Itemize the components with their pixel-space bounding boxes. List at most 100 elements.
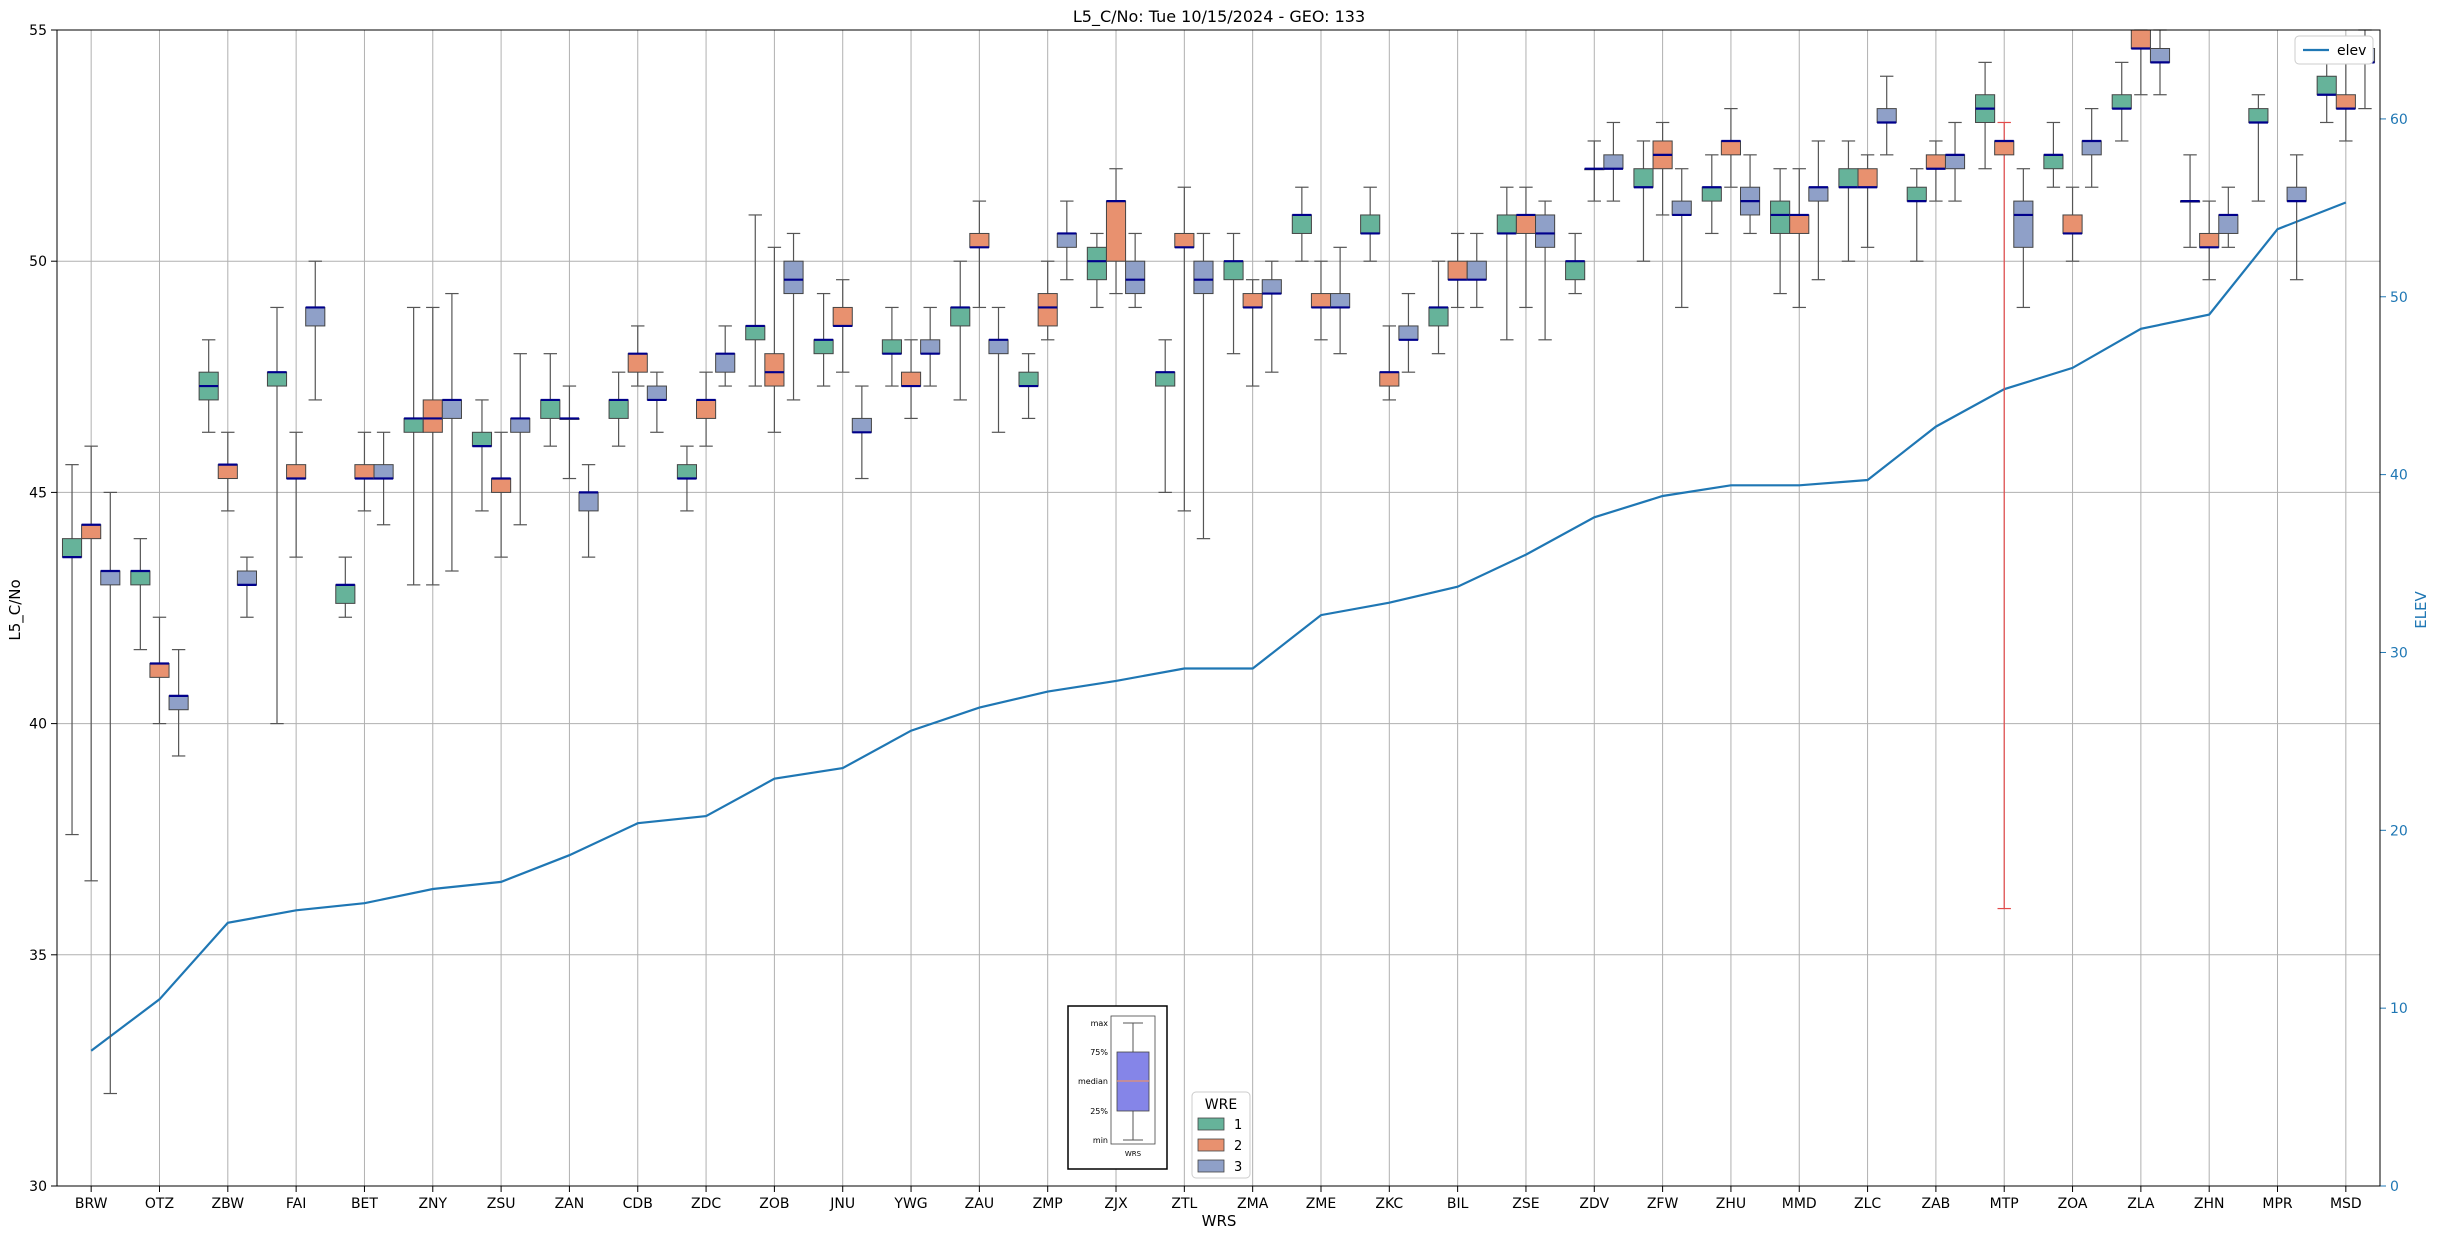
box-body (1701, 186, 1722, 202)
box-mmd-wre1 (1770, 168, 1791, 295)
box-body (1428, 306, 1449, 327)
x-tick-label: ZME (1306, 1196, 1337, 1212)
box-body (1242, 293, 1263, 308)
x-axis-label: WRS (1202, 1212, 1237, 1230)
box-body (646, 385, 667, 401)
box-zan-wre3 (578, 464, 599, 558)
box-zdc-wre1 (676, 445, 698, 512)
x-tick-label: ZTL (1171, 1196, 1197, 1212)
box-zjx-wre3 (1125, 232, 1146, 309)
box-body (1535, 214, 1556, 248)
box-body (1925, 154, 1946, 170)
elev-series (90, 201, 2347, 1052)
elev-legend: elev (2294, 35, 2374, 65)
box-body (1056, 232, 1077, 248)
box-body (1291, 214, 1312, 234)
box-body (354, 464, 375, 480)
box-body (2062, 214, 2083, 234)
y2-axis-label: ELEV (2412, 590, 2430, 628)
box-body (1770, 200, 1791, 234)
box-zlc-wre1 (1838, 140, 1859, 262)
box-body (540, 399, 561, 419)
box-body (1944, 154, 1966, 170)
box-body (1155, 371, 1176, 387)
box-zbw-wre1 (198, 339, 219, 433)
y2-tick-label: 40 (2390, 468, 2408, 484)
box-body (2111, 94, 2132, 110)
y2-tick-label: 60 (2390, 112, 2408, 128)
box-body (1906, 186, 1927, 202)
key-label: 25% (1090, 1107, 1108, 1116)
y-tick-label: 50 (29, 254, 47, 270)
box-body (1310, 293, 1332, 308)
x-tick-label: ZDC (691, 1196, 721, 1212)
box-bet-wre1 (335, 556, 356, 618)
box-zdv-wre2 (1584, 140, 1605, 202)
box-ywg-wre2 (900, 339, 922, 420)
box-body (715, 353, 736, 373)
box-otz-wre2 (149, 616, 170, 725)
key-inner-frame (1110, 1015, 1156, 1145)
box-zmp-wre1 (1018, 353, 1039, 420)
box-fai-wre3 (305, 260, 326, 401)
box-zma-wre3 (1261, 260, 1282, 373)
box-body (900, 371, 922, 387)
box-zab-wre2 (1925, 140, 1946, 202)
y2-tick-label: 20 (2390, 823, 2408, 839)
box-body (1360, 214, 1381, 234)
box-body (2218, 214, 2239, 234)
x-tick-label: ZAU (965, 1196, 994, 1212)
box-zfw-wre2 (1652, 121, 1673, 216)
box-zny-wre1 (403, 306, 424, 586)
key-label: max (1091, 1019, 1109, 1028)
box-zan-wre2 (559, 385, 580, 480)
box-body (1720, 140, 1741, 156)
box-msd-wre2 (2335, 61, 2356, 142)
box-body (2316, 75, 2337, 96)
box-zmp-wre2 (1037, 260, 1058, 341)
box-brw-wre2 (81, 445, 102, 882)
box-body (130, 570, 151, 586)
box-otz-wre1 (130, 538, 151, 651)
box-body (696, 399, 717, 419)
box-zob-wre1 (745, 214, 766, 387)
box-jnu-wre3 (851, 385, 872, 480)
box-body (491, 478, 512, 493)
box-body (471, 431, 493, 447)
box-mtp-wre1 (1975, 61, 1996, 170)
x-tick-label: FAI (286, 1196, 306, 1212)
box-body (832, 306, 853, 327)
box-zhu-wre1 (1701, 154, 1722, 235)
box-body (783, 260, 804, 295)
box-ywg-wre3 (920, 306, 941, 387)
box-zfw-wre3 (1671, 168, 1692, 309)
box-zse-wre3 (1535, 200, 1556, 341)
box-zdv-wre3 (1603, 121, 1624, 202)
box-brw-wre1 (61, 464, 83, 836)
box-mmd-wre3 (1808, 140, 1829, 281)
box-body (1633, 168, 1654, 188)
box-mtp-wre3 (2013, 168, 2034, 309)
elev-legend-label: elev (2337, 43, 2366, 59)
y-tick-label: 30 (29, 1179, 47, 1195)
box-body (510, 417, 531, 433)
box-body (1515, 214, 1537, 234)
y-tick-label: 35 (29, 948, 47, 964)
box-body (1466, 260, 1487, 281)
box-bet-wre3 (373, 431, 394, 526)
box-body (2199, 232, 2220, 248)
box-body (422, 399, 443, 433)
box-body (1330, 293, 1351, 308)
box-zsu-wre1 (471, 399, 493, 512)
box-zoa-wre3 (2081, 108, 2102, 188)
box-ztl-wre3 (1193, 232, 1214, 540)
box-zkc-wre2 (1379, 325, 1400, 401)
box-body (578, 491, 599, 512)
box-zhn-wre1 (2179, 154, 2201, 248)
x-tick-label: ZMA (1237, 1196, 1269, 1212)
box-body (1994, 140, 2015, 156)
elev-line (90, 201, 2347, 1052)
box-zla-wre3 (2149, 29, 2171, 96)
box-body (100, 570, 121, 586)
x-tick-label: ZHU (1716, 1196, 1746, 1212)
